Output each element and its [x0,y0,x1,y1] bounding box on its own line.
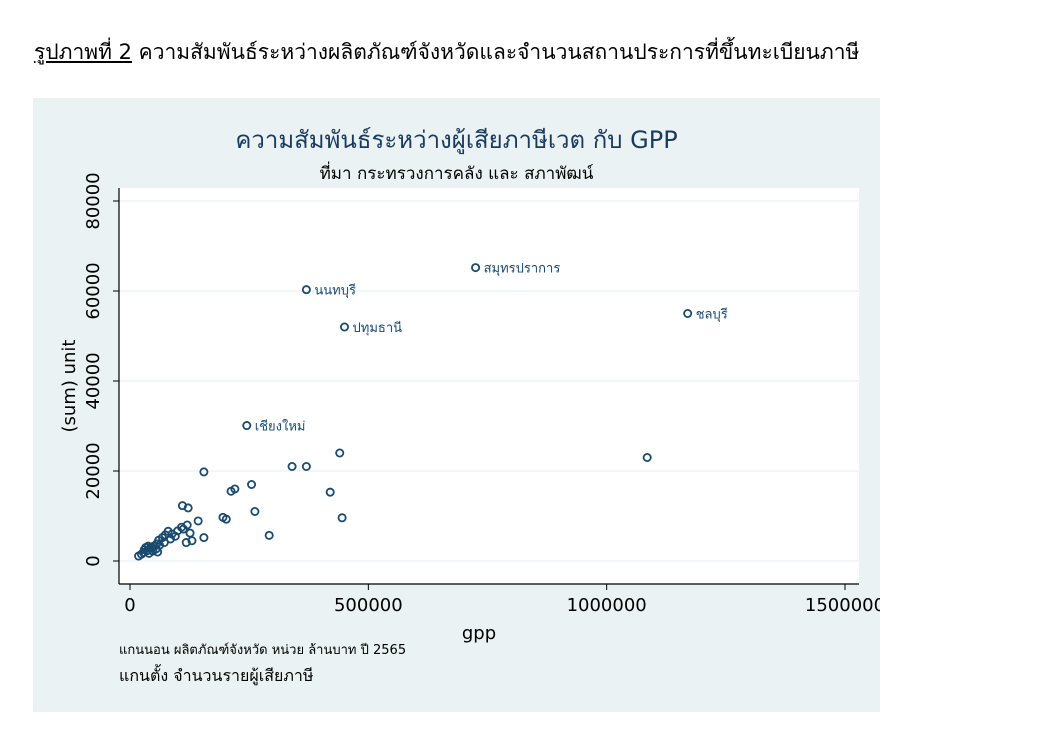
chart-subtitle: ที่มา กระทรวงการคลัง และ สภาพัฒน์ [319,164,594,184]
chart-title: ความสัมพันธ์ระหว่างผู้เสียภาษีเวต กับ GP… [235,126,678,154]
x-tick-label: 500000 [334,595,403,616]
y-tick-label: 80000 [83,172,104,229]
y-tick-label: 40000 [83,352,104,409]
data-point [287,461,297,471]
data-point [325,487,335,497]
data-point [301,285,311,295]
chart-panel: ความสัมพันธ์ระหว่างผู้เสียภาษีเวต กับ GP… [33,98,880,712]
plot-area [119,188,859,584]
x-tick-label: 1000000 [567,595,647,616]
data-point [199,467,209,477]
data-point [187,536,197,546]
data-point [337,513,347,523]
x-axis-label: gpp [462,623,496,644]
data-point [226,486,236,496]
data-point [471,263,481,273]
data-point [199,533,209,543]
data-point [250,506,260,516]
data-point [247,479,257,489]
data-point-label: สมุทรปราการ [484,262,561,277]
data-point [335,448,345,458]
data-point-label: ชลบุรี [696,307,728,323]
data-point [221,514,231,524]
x-tick-label: 0 [124,595,135,616]
data-point [153,547,163,557]
data-point [339,322,349,332]
data-point [242,421,252,431]
data-point-label: ปทุมธานี [353,320,403,336]
data-point-label: เชียงใหม่ [255,419,306,435]
data-point [193,516,203,526]
figure-caption-text: ความสัมพันธ์ระหว่างผลิตภัณฑ์จังหวัดและจำ… [131,40,860,64]
data-point [183,503,193,513]
x-axis-note: แกนนอน ผลิตภัณฑ์จังหวัด หน่วย ล้านบาท ปี… [119,643,407,658]
y-tick-label: 0 [83,555,104,566]
data-point [181,538,191,548]
figure-caption: รูปภาพที่ 2 ความสัมพันธ์ระหว่างผลิตภัณฑ์… [34,36,859,69]
data-point [134,551,144,561]
scatter-plot: 0 20000 40000 60000 80000 0 500000 1000000 15000… [59,172,880,644]
data-point [683,308,693,318]
figure-caption-label: รูปภาพที่ 2 [34,40,132,64]
data-point-label: นนทบุรี [314,283,356,299]
y-axis-label: (sum) unit [59,340,80,433]
data-point [301,461,311,471]
y-tick-label: 60000 [83,262,104,319]
data-point [264,530,274,540]
data-point [178,524,188,534]
x-tick-label: 1500000 [805,595,880,616]
data-point [642,452,652,462]
y-axis-note: แกนตั้ง จำนวนรายผู้เสียภาษี [119,666,314,685]
y-tick-label: 20000 [83,442,104,499]
